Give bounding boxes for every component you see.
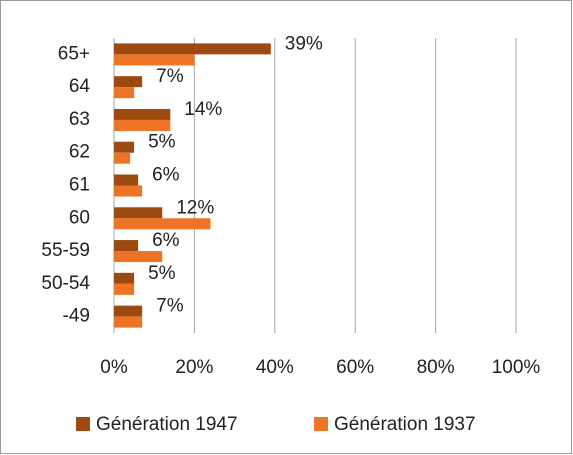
x-tick-label: 40%	[256, 357, 294, 378]
value-label: 14%	[184, 99, 222, 120]
value-label: 6%	[152, 230, 180, 251]
bar	[114, 316, 143, 328]
y-tick-label: 60	[69, 207, 90, 228]
value-label: 6%	[152, 165, 180, 186]
y-tick-label: 55-59	[41, 240, 90, 261]
bar	[114, 185, 143, 197]
x-tick-label: 0%	[100, 357, 128, 378]
legend-swatch	[76, 417, 90, 431]
value-label: 7%	[156, 296, 184, 317]
value-label: 39%	[285, 33, 323, 54]
bar	[114, 119, 171, 131]
y-tick-label: 65+	[58, 43, 90, 64]
bar	[114, 174, 139, 186]
y-tick-label: -49	[63, 306, 90, 327]
y-tick-label: 61	[69, 175, 90, 196]
y-tick-label: 50-54	[41, 273, 90, 294]
bar	[114, 87, 135, 99]
bar	[114, 54, 195, 66]
bar	[114, 305, 143, 317]
y-tick-label: 64	[69, 76, 91, 97]
bar	[114, 152, 131, 164]
y-tick-label: 62	[69, 142, 90, 163]
value-label: 12%	[176, 197, 214, 218]
bar	[114, 272, 135, 284]
bar	[114, 218, 211, 230]
bar	[114, 251, 163, 263]
bar	[114, 240, 139, 252]
bar	[114, 207, 163, 219]
x-tick-label: 60%	[336, 357, 374, 378]
value-label: 5%	[148, 263, 176, 284]
x-tick-label: 20%	[175, 357, 213, 378]
bar	[114, 108, 171, 120]
value-label: 5%	[148, 132, 176, 153]
bar	[114, 141, 135, 153]
y-tick-label: 63	[69, 109, 90, 130]
legend-label: Génération 1937	[334, 414, 476, 435]
x-tick-label: 80%	[417, 357, 455, 378]
x-tick-label: 100%	[492, 357, 541, 378]
bar	[114, 76, 143, 88]
legend-swatch	[314, 417, 328, 431]
bar	[114, 43, 271, 55]
legend-label: Génération 1947	[96, 414, 238, 435]
value-label: 7%	[156, 66, 184, 87]
bar	[114, 283, 135, 295]
